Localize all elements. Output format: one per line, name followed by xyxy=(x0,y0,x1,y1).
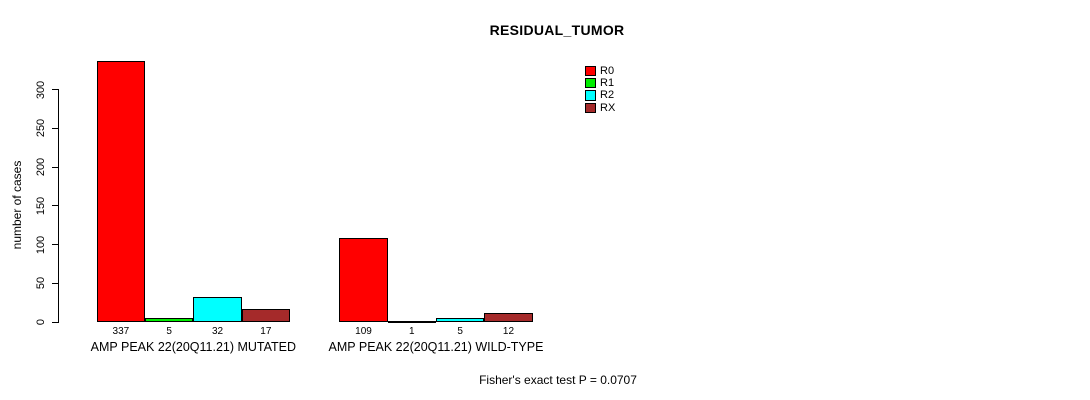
bar-value-label: 337 xyxy=(112,326,130,337)
bar-value-label: 5 xyxy=(457,326,463,337)
bar-value-label: 12 xyxy=(502,326,515,337)
bar-value-label: 1 xyxy=(409,326,415,337)
legend-swatch-r0 xyxy=(585,65,596,76)
bar xyxy=(387,320,436,323)
y-axis-tick xyxy=(52,282,59,284)
bar xyxy=(435,318,485,322)
bar xyxy=(484,312,533,322)
y-axis-tick xyxy=(52,89,59,91)
y-axis-tick-label: 250 xyxy=(35,119,47,138)
y-axis-tick xyxy=(52,321,59,323)
bar xyxy=(96,60,146,322)
bar xyxy=(145,318,194,322)
bar-value-label: 109 xyxy=(355,326,372,337)
y-axis-tick-label: 200 xyxy=(35,157,47,177)
y-axis-tick-label: 50 xyxy=(35,277,47,290)
y-axis-tick-label: 0 xyxy=(35,318,47,326)
y-axis-tick xyxy=(52,244,59,246)
legend-swatch-r1 xyxy=(585,77,596,89)
legend-label-rx: RX xyxy=(600,101,616,114)
x-category-label: AMP PEAK 22(20Q11.21) MUTATED xyxy=(90,340,297,354)
y-axis-tick-label: 300 xyxy=(35,80,47,99)
y-axis-tick xyxy=(52,127,59,129)
bar xyxy=(193,297,242,322)
bar-value-label: 17 xyxy=(260,326,272,337)
y-axis-tick-label: 150 xyxy=(35,196,47,215)
legend-label-r2: R2 xyxy=(600,89,615,102)
bar xyxy=(339,237,388,322)
y-axis-tick-label: 100 xyxy=(35,235,47,254)
chart-title: RESIDUAL_TUMOR xyxy=(489,22,625,38)
y-axis-tick xyxy=(52,166,59,168)
legend-label-r0: R0 xyxy=(600,64,615,77)
legend-swatch-rx xyxy=(585,102,596,114)
fisher-test-annotation: Fisher's exact test P = 0.0707 xyxy=(479,373,637,387)
legend-label-r1: R1 xyxy=(600,76,615,89)
y-axis-tick xyxy=(52,205,59,207)
legend-swatch-r2 xyxy=(585,90,596,101)
x-category-label: AMP PEAK 22(20Q11.21) WILD-TYPE xyxy=(328,340,544,354)
bar-value-label: 5 xyxy=(166,326,172,337)
bar xyxy=(241,308,291,322)
bar-value-label: 32 xyxy=(211,326,224,337)
y-axis-label: number of cases xyxy=(10,160,24,250)
